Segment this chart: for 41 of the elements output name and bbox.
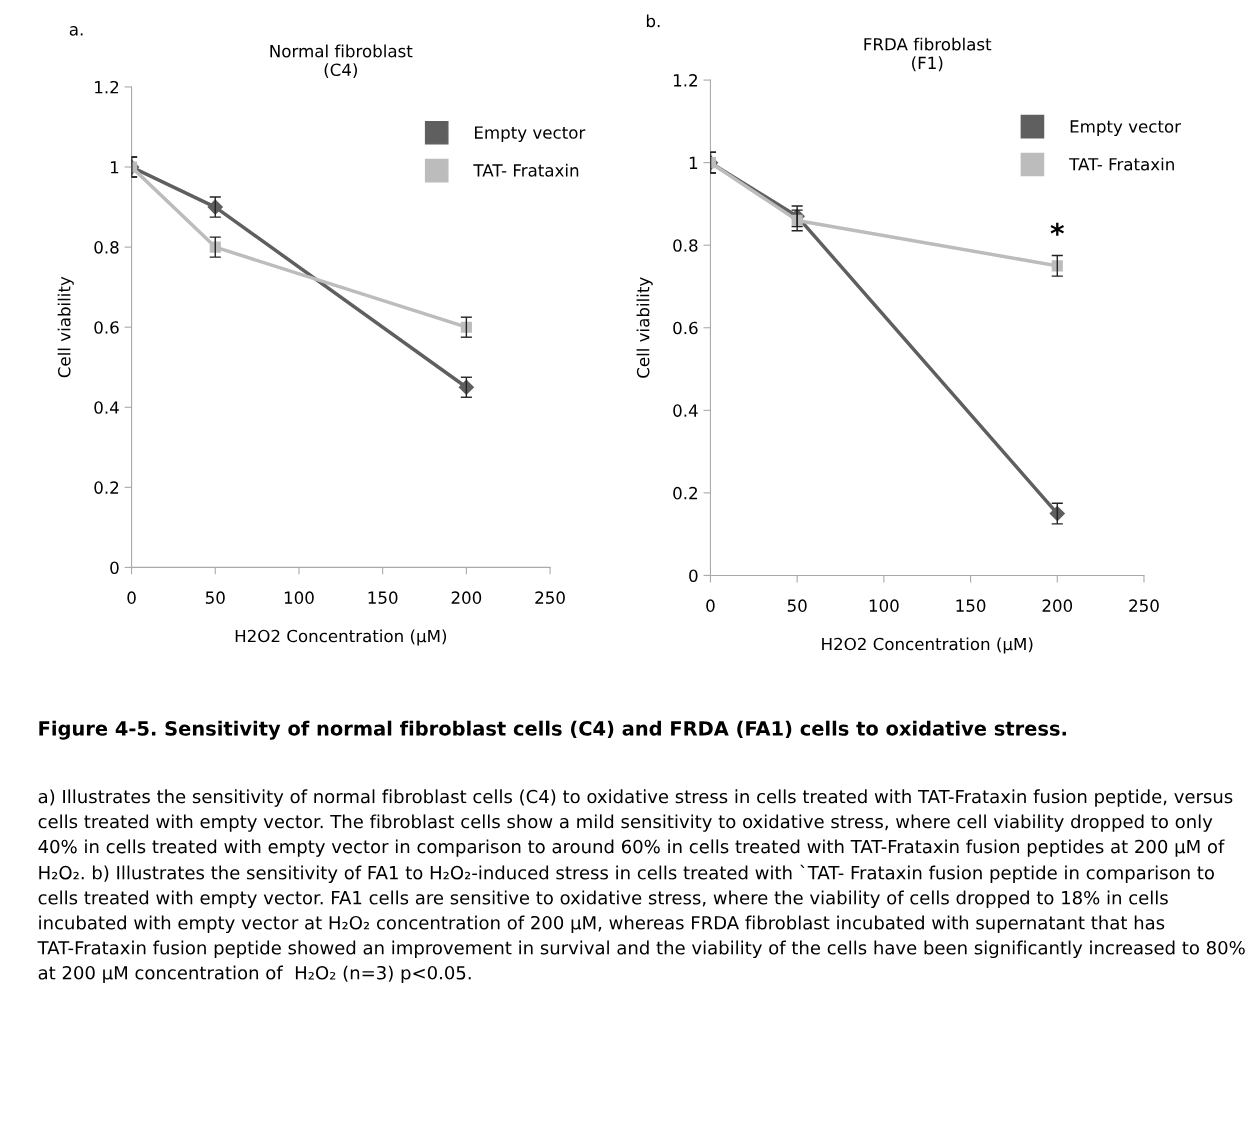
caption: Figure 4-5. Sensitivity of normal fibroblast cells (C4) and FRDA (FA1) cells to oxidative stress. — [39, 720, 1066, 740]
x-tick-label: 150 — [956, 599, 986, 612]
annotation: * — [1050, 222, 1064, 236]
x-tick-label: 50 — [205, 591, 225, 604]
y-tick-label: 0.6 — [94, 321, 119, 334]
chart-title: FRDA fibroblast (F1) — [864, 37, 992, 72]
legend-label: Empty vector — [1070, 120, 1182, 136]
x-tick-label: 100 — [869, 599, 899, 612]
x-axis-title: H2O2 Concentration (µM) — [235, 629, 447, 646]
x-tick-label: 150 — [368, 591, 398, 604]
x-tick-label: 200 — [1042, 599, 1073, 612]
y-tick-label: 0 — [689, 569, 698, 582]
x-tick-label: 0 — [127, 591, 136, 604]
text: a) Illustrates the sensitivity of normal fibroblast cells (C4) to oxidative stress in cells treated with TAT-Frataxin fusion peptide, versus cells treated with empty vector. The fibroblast cells show a mild sensitivity to oxidative stress, where cell viability dropped to only 40% in cells treated with empty vector in comparison to around 60% in cells treated with TAT-Frataxin fusion peptides at 200 µM of H₂O₂. b) Illustrates the sensitivity of FA1 to H₂O₂-induced stress in cells treated with `TAT- Frataxin fusion peptide in comparison to cells treated with empty vector. FA1 cells are sensitive to oxidative stress, where the viability of cells dropped to 18% in cells incubated with empty vector at H₂O₂ concentration of 200 µM, whereas FRDA fibroblast incubated with supernatant that has TAT-Frataxin fusion peptide showed an improvement in survival and the viability of the cells have been significantly increased to 80% at 200 µM concentration of H₂O₂ (n=3) p<0.05. — [37, 789, 1245, 984]
y-tick-label: 0.4 — [94, 401, 119, 414]
y-tick-label: 1 — [689, 156, 698, 169]
y-tick-label: 1 — [110, 161, 119, 174]
legend-label: Empty vector — [475, 126, 586, 143]
chart-title: Normal fibroblast (C4) — [270, 44, 413, 79]
y-tick-label: 0.8 — [673, 239, 698, 252]
x-tick-label: 200 — [451, 591, 482, 604]
legend-label: TAT- Frataxin — [473, 163, 579, 177]
x-tick-label: 0 — [706, 599, 715, 612]
y-axis-title: Cell viability — [57, 276, 74, 378]
y-tick-label: 0.8 — [94, 241, 119, 254]
y-tick-label: 0.4 — [673, 404, 698, 417]
y-tick-label: 0 — [110, 561, 119, 574]
y-tick-label: 0.2 — [94, 481, 119, 494]
x-tick-label: 50 — [787, 599, 807, 612]
x-axis-title: H2O2 Concentration (µM) — [822, 637, 1033, 654]
x-tick-label: 100 — [284, 591, 314, 604]
text: a. — [69, 26, 83, 36]
x-tick-label: 250 — [535, 591, 565, 604]
text: b. — [646, 14, 660, 28]
y-tick-label: 0.6 — [673, 321, 698, 335]
y-axis-title: Cell viability — [636, 277, 653, 378]
legend-label: TAT- Frataxin — [1069, 157, 1174, 171]
x-tick-label: 250 — [1129, 599, 1159, 612]
y-tick-label: 1.2 — [95, 80, 119, 94]
y-tick-label: 0.2 — [673, 486, 697, 500]
y-tick-label: 1.2 — [673, 74, 697, 87]
